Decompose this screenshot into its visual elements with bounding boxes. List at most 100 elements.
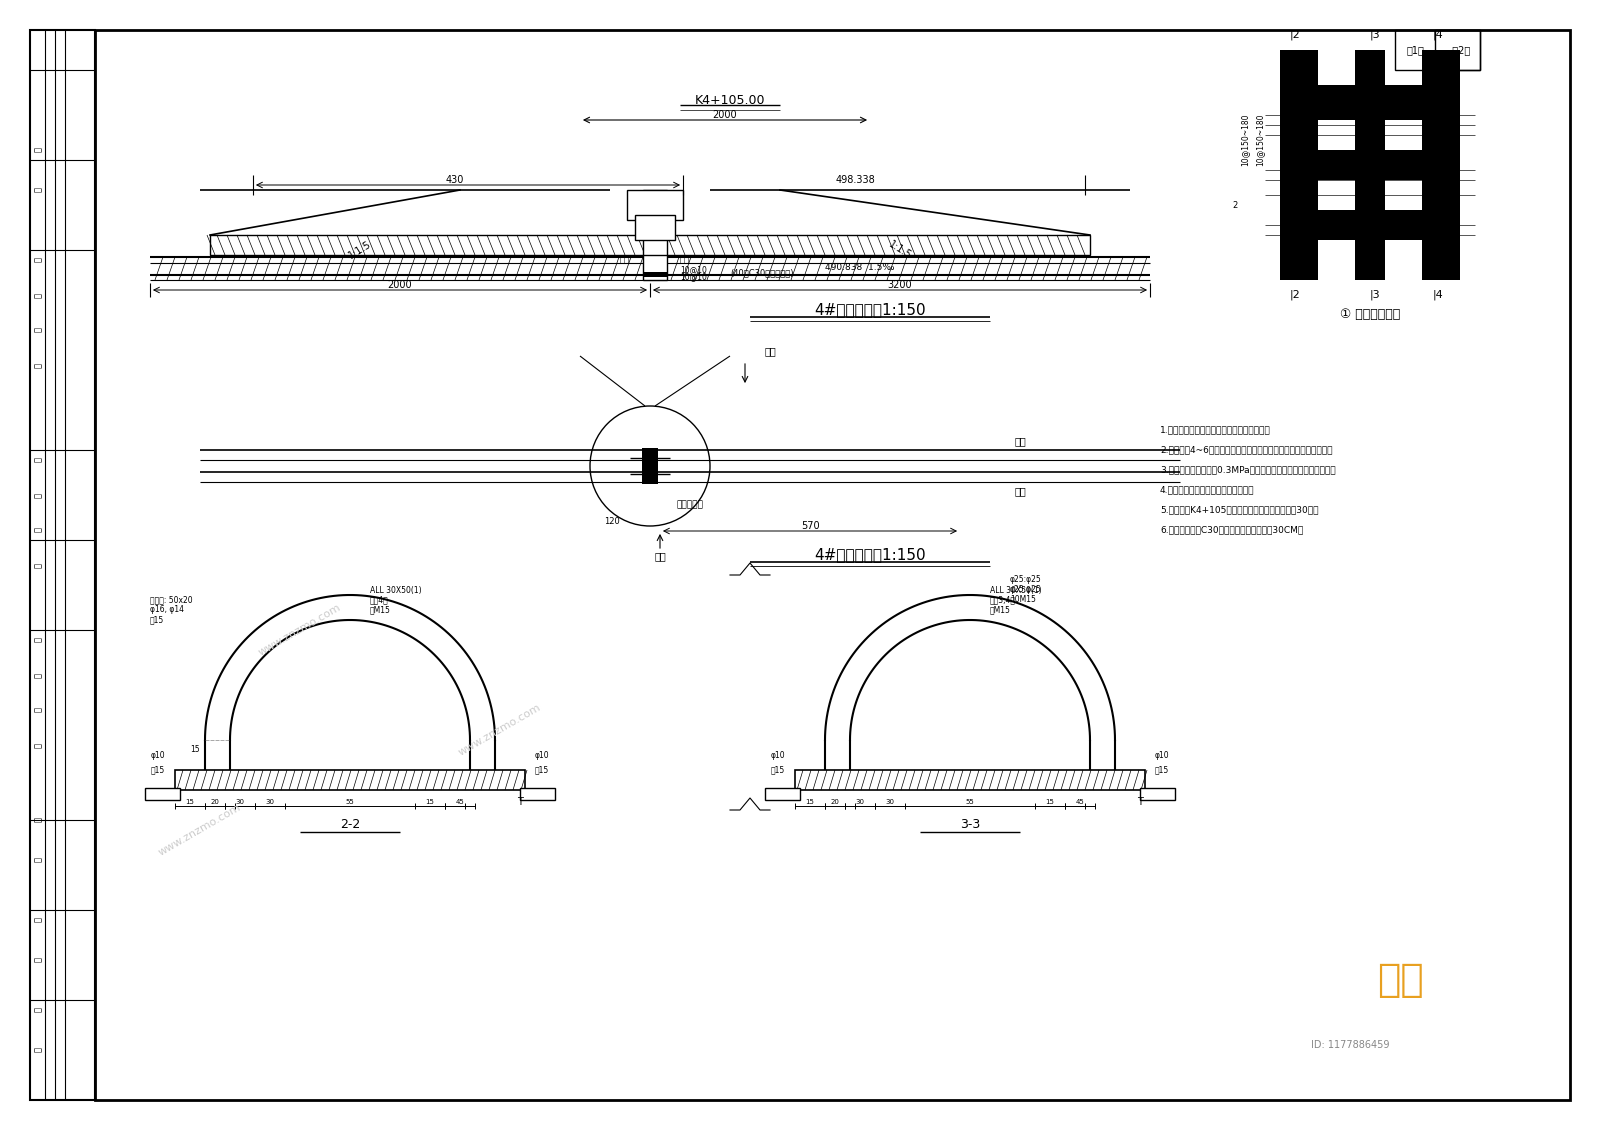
Text: 5.本浵洞框K4+105，浵洞轴线与路中线法向夹角30度。: 5.本浵洞框K4+105，浵洞轴线与路中线法向夹角30度。 <box>1160 505 1318 514</box>
Text: 跌水跌水井: 跌水跌水井 <box>677 501 704 510</box>
Text: 30: 30 <box>885 799 894 805</box>
Text: 雨水: 雨水 <box>621 255 630 264</box>
Text: 名: 名 <box>34 528 43 532</box>
Text: 3-3: 3-3 <box>960 818 981 832</box>
Text: 10@150~180: 10@150~180 <box>1256 114 1264 166</box>
Text: 4.进出口加粗水龟可作过渡进行护心。: 4.进出口加粗水龟可作过渡进行护心。 <box>1160 486 1254 495</box>
Text: ID: 1177886459: ID: 1177886459 <box>1310 1040 1389 1050</box>
Text: 称: 称 <box>34 742 43 748</box>
Bar <box>643 272 667 277</box>
Bar <box>627 190 683 220</box>
Text: 计: 计 <box>34 858 43 862</box>
Text: 3200: 3200 <box>888 280 912 290</box>
Text: 10@10: 10@10 <box>680 266 707 275</box>
Text: ① 跌水井断面图: ① 跌水井断面图 <box>1339 308 1400 322</box>
Bar <box>643 190 667 257</box>
Text: 核: 核 <box>34 1048 43 1052</box>
Text: 2000: 2000 <box>712 110 738 120</box>
Text: 称: 称 <box>34 363 43 367</box>
Text: |4: |4 <box>1434 289 1443 301</box>
Text: 10M15: 10M15 <box>1010 596 1035 605</box>
Bar <box>520 788 555 800</box>
Text: φ25:φ25: φ25:φ25 <box>1010 585 1042 594</box>
Text: 3.基底承载力不得低于0.3MPa，否则应进行换土或其它加固措施。: 3.基底承载力不得低于0.3MPa，否则应进行换土或其它加固措施。 <box>1160 466 1336 475</box>
Text: 子: 子 <box>34 458 43 462</box>
Bar <box>1139 788 1174 800</box>
Text: 20: 20 <box>211 799 219 805</box>
Bar <box>642 447 658 484</box>
Text: 2000: 2000 <box>387 280 413 290</box>
Text: 间M15: 间M15 <box>370 606 390 615</box>
Bar <box>30 31 94 1099</box>
Text: 涵洞: 涵洞 <box>1014 436 1026 446</box>
Text: 4#浵洞纵断面1:150: 4#浵洞纵断面1:150 <box>814 303 926 318</box>
Text: 30: 30 <box>856 799 864 805</box>
Text: 15: 15 <box>805 799 814 805</box>
Bar <box>1280 50 1318 280</box>
Text: 间15: 间15 <box>150 616 165 625</box>
Text: 430: 430 <box>446 175 464 185</box>
Text: |4: |4 <box>1434 29 1443 41</box>
Text: 30: 30 <box>266 799 275 805</box>
Text: 污水: 污水 <box>680 255 690 264</box>
Text: 1:1.5: 1:1.5 <box>886 240 914 261</box>
Text: 20: 20 <box>830 799 840 805</box>
Text: |3: |3 <box>1370 289 1381 301</box>
Text: 涵洞: 涵洞 <box>1014 486 1026 496</box>
Text: 1:1.5: 1:1.5 <box>347 240 373 261</box>
Text: www.znzmo.com: www.znzmo.com <box>458 702 542 758</box>
Bar <box>1422 50 1459 280</box>
Text: 1.图中尺寸标高以米计外，其余均以厘米计。: 1.图中尺寸标高以米计外，其余均以厘米计。 <box>1160 426 1270 435</box>
Text: 55: 55 <box>346 799 354 805</box>
Text: 45: 45 <box>1075 799 1085 805</box>
Bar <box>1318 210 1422 240</box>
Bar <box>210 235 1090 255</box>
Text: φ10: φ10 <box>150 750 165 759</box>
Text: 10@10: 10@10 <box>680 272 707 281</box>
Text: 30: 30 <box>235 799 245 805</box>
Text: T: T <box>1138 797 1142 807</box>
Bar <box>795 770 1146 790</box>
Text: φ10: φ10 <box>771 750 786 759</box>
Text: ALL 30X50(1): ALL 30X50(1) <box>990 585 1042 594</box>
Text: 间15: 间15 <box>771 765 786 774</box>
Text: 2: 2 <box>1232 200 1238 209</box>
Text: 竖: 竖 <box>34 148 43 153</box>
Text: 15: 15 <box>1045 799 1054 805</box>
Bar <box>174 770 525 790</box>
Text: T: T <box>517 797 523 807</box>
Bar <box>1318 85 1422 120</box>
Text: 2-2: 2-2 <box>339 818 360 832</box>
Text: www.znzmo.com: www.znzmo.com <box>157 802 243 858</box>
Text: 570: 570 <box>800 521 819 531</box>
Bar <box>765 788 800 800</box>
Text: 2.洞身每险4~6米设置一道降缝，缝内填塞以氥青麻戏不透水材料。: 2.洞身每险4~6米设置一道降缝，缝内填塞以氥青麻戏不透水材料。 <box>1160 445 1333 454</box>
Text: 设: 设 <box>34 817 43 823</box>
Bar <box>635 215 675 240</box>
Text: 间15: 间15 <box>150 765 165 774</box>
Bar <box>1355 50 1386 280</box>
Text: ALL 30X50(1): ALL 30X50(1) <box>370 585 422 594</box>
Text: 间15: 间15 <box>534 765 549 774</box>
Text: 45: 45 <box>456 799 464 805</box>
Text: 第1页: 第1页 <box>1406 45 1424 55</box>
Text: 15: 15 <box>190 746 200 755</box>
Text: 项: 项 <box>34 493 43 497</box>
Text: 按图3,4参: 按图3,4参 <box>990 596 1016 605</box>
Text: 间15: 间15 <box>1155 765 1170 774</box>
Bar <box>1435 31 1480 70</box>
Text: 10@150~180: 10@150~180 <box>1240 114 1250 166</box>
Text: 498.338: 498.338 <box>835 175 875 185</box>
Text: 4#浵洞平面图1:150: 4#浵洞平面图1:150 <box>814 548 926 563</box>
Text: φ10: φ10 <box>534 750 549 759</box>
Text: 工: 工 <box>34 637 43 643</box>
Text: www.znzmo.com: www.znzmo.com <box>258 602 342 658</box>
Text: 向: 向 <box>34 188 43 192</box>
Bar <box>643 255 667 280</box>
Text: 名: 名 <box>34 707 43 713</box>
Text: 6.跳水井为现浇C30钉筋混凝土结构，壁厘30CM。: 6.跳水井为现浇C30钉筋混凝土结构，壁厘30CM。 <box>1160 525 1304 534</box>
Text: 知末: 知末 <box>1376 960 1424 999</box>
Text: φ10: φ10 <box>1155 750 1170 759</box>
Text: φ25:φ25: φ25:φ25 <box>1010 575 1042 584</box>
Text: 55: 55 <box>966 799 974 805</box>
